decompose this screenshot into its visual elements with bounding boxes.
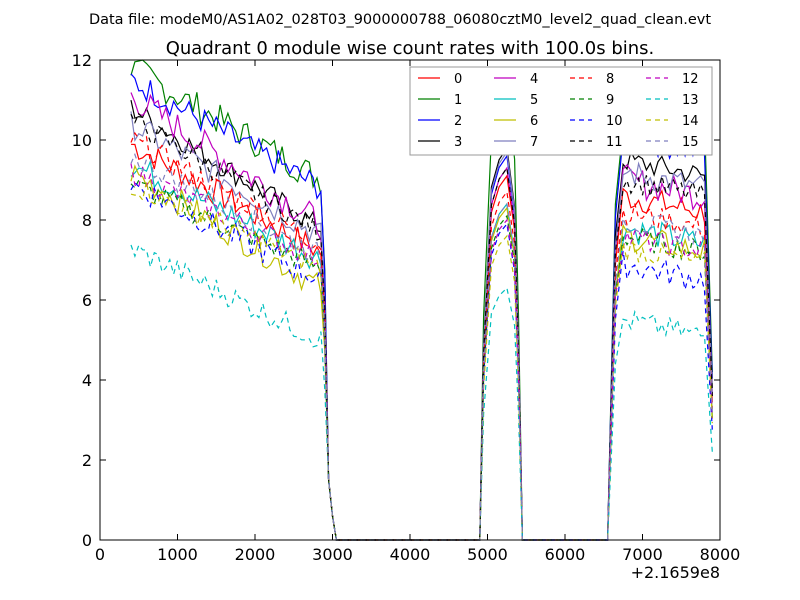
legend-label-10: 10 — [606, 114, 623, 129]
series-line-12 — [130, 163, 713, 541]
y-tick-label: 8 — [82, 211, 92, 230]
y-tick-label: 10 — [72, 131, 92, 150]
series-line-4 — [130, 92, 713, 541]
x-tick-label: 3000 — [312, 545, 353, 564]
y-tick-label: 2 — [82, 451, 92, 470]
series-line-0 — [130, 143, 713, 541]
legend-label-9: 9 — [606, 93, 614, 108]
legend-label-14: 14 — [682, 114, 699, 129]
series-layer — [130, 59, 713, 541]
series-line-6 — [130, 164, 713, 541]
y-tick-label: 4 — [82, 371, 92, 390]
data-file-label: Data file: modeM0/AS1A02_028T03_90000007… — [89, 12, 711, 28]
legend-label-15: 15 — [682, 135, 699, 150]
series-line-15 — [130, 152, 713, 541]
legend-label-3: 3 — [454, 135, 462, 150]
series-line-5 — [130, 159, 713, 541]
legend-label-8: 8 — [606, 72, 614, 87]
chart-title: Quadrant 0 module wise count rates with … — [166, 38, 655, 59]
x-tick-label: 2000 — [235, 545, 276, 564]
legend-label-6: 6 — [530, 114, 538, 129]
axis-ticks: 0 1000 2000 3000 4000 5000 6000 7000 80000246810… — [72, 51, 741, 564]
y-tick-label: 12 — [72, 51, 92, 70]
y-tick-label: 6 — [82, 291, 92, 310]
legend-label-5: 5 — [530, 93, 538, 108]
x-tick-label: 5000 — [467, 545, 508, 564]
x-tick-label: 0 — [95, 545, 105, 564]
legend-label-4: 4 — [530, 72, 538, 87]
x-tick-label: 8000 — [700, 545, 741, 564]
series-line-11 — [130, 112, 713, 541]
x-tick-label: 7000 — [622, 545, 663, 564]
y-tick-label: 0 — [82, 531, 92, 550]
x-tick-label: 1000 — [157, 545, 198, 564]
legend-label-7: 7 — [530, 135, 538, 150]
x-tick-label: 4000 — [390, 545, 431, 564]
x-tick-label: 6000 — [545, 545, 586, 564]
legend-label-2: 2 — [454, 114, 462, 129]
legend-label-11: 11 — [606, 135, 623, 150]
legend-label-0: 0 — [454, 72, 462, 87]
legend-label-1: 1 — [454, 93, 462, 108]
legend-box — [409, 66, 713, 156]
series-line-9 — [130, 179, 713, 541]
x-offset-label: +2.1659e8 — [631, 563, 720, 582]
series-line-7 — [130, 111, 713, 541]
legend-label-12: 12 — [682, 72, 699, 87]
series-line-13 — [130, 244, 713, 541]
legend-label-13: 13 — [682, 93, 699, 108]
series-line-8 — [130, 131, 713, 541]
